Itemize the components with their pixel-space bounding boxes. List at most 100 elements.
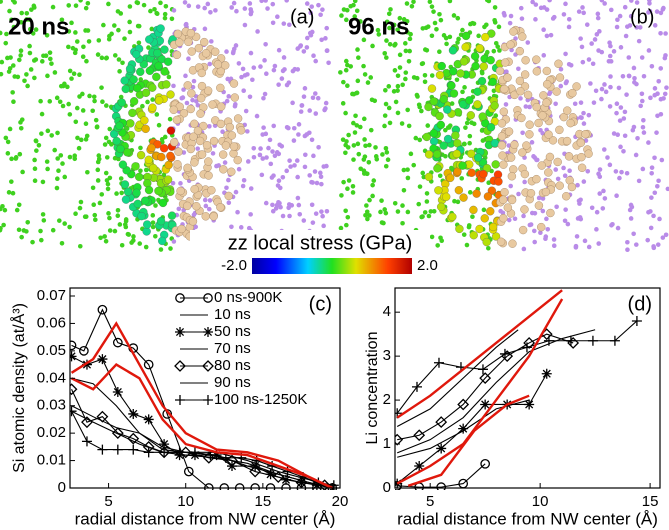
li-atom [659, 157, 665, 163]
li-atom [403, 48, 409, 54]
li-atom [304, 45, 310, 50]
li-atom [112, 23, 117, 28]
li-atom [162, 15, 168, 21]
li-atom [579, 115, 584, 121]
li-atom [566, 16, 572, 22]
li-atom [371, 178, 377, 183]
li-atom [47, 99, 53, 104]
si-atom [424, 102, 433, 112]
si-atom [446, 173, 455, 183]
li-atom [555, 176, 561, 182]
li-atom [479, 128, 485, 133]
x-tick-label: 15 [255, 493, 272, 510]
li-atom [312, 169, 318, 174]
li-atom [348, 64, 354, 69]
li-atom [656, 178, 661, 184]
li-atom [384, 55, 389, 60]
li-atom [212, 123, 218, 128]
si-atom [141, 124, 150, 134]
li-atom [114, 191, 119, 196]
li-atom [363, 212, 368, 218]
legend-label: 100 ns-1250K [214, 391, 307, 408]
li-atom [308, 32, 314, 38]
li-atom [595, 11, 601, 17]
li-atom [521, 213, 526, 219]
si-atom [170, 138, 179, 147]
li-atom [350, 183, 356, 189]
li-atom [27, 43, 32, 49]
li-atom [276, 47, 282, 53]
li-atom [355, 47, 360, 52]
li-atom [651, 213, 656, 219]
li-atom [504, 69, 509, 75]
si-atom [145, 35, 154, 44]
li-atom [207, 124, 212, 129]
marker [436, 482, 447, 490]
li-atom [602, 82, 607, 87]
li-atom [363, 143, 368, 149]
li-atom [393, 99, 399, 105]
si-atom [172, 115, 182, 125]
li-atom [422, 79, 428, 85]
li-atom [83, 28, 88, 33]
li-atom [143, 167, 149, 173]
li-atom [72, 153, 78, 159]
li-atom [344, 139, 349, 144]
li-atom [343, 142, 348, 148]
si-atom [475, 224, 484, 234]
li-atom [627, 23, 633, 28]
li-atom [346, 178, 352, 183]
li-atom [59, 17, 65, 23]
li-atom [655, 91, 660, 97]
si-atom [435, 111, 444, 121]
li-atom [384, 19, 390, 25]
y-tick-label: 3 [383, 347, 391, 364]
li-atom [593, 88, 599, 94]
colorbar-tick: -2.0 [221, 257, 247, 274]
si-atom [166, 151, 175, 161]
li-atom [206, 206, 212, 212]
li-atom [395, 83, 401, 89]
li-atom [397, 15, 403, 21]
si-atom [152, 72, 161, 82]
li-atom [599, 96, 604, 102]
li-atom [143, 244, 149, 250]
li-atom [96, 38, 102, 43]
marker [81, 436, 92, 447]
si-atom [481, 33, 490, 42]
li-atom [435, 243, 440, 248]
li-atom [272, 63, 278, 69]
li-atom [242, 22, 248, 28]
li-atom [31, 3, 37, 9]
series-line [397, 463, 486, 488]
li-atom [501, 10, 507, 16]
li-atom [202, 5, 207, 11]
si-atom [186, 144, 196, 154]
li-atom [383, 87, 388, 93]
marker [436, 443, 447, 454]
li-atom [270, 202, 275, 208]
si-atom [491, 160, 500, 169]
li-atom [341, 179, 346, 185]
li-atom [425, 123, 431, 128]
li-atom [411, 0, 416, 5]
si-atom [532, 55, 541, 64]
li-atom [467, 190, 473, 195]
li-atom [106, 1, 111, 7]
li-atom [62, 221, 67, 226]
y-tick-label: 1 [383, 435, 391, 452]
si-atom [209, 136, 219, 146]
si-atom [566, 118, 575, 128]
li-atom [658, 30, 663, 36]
li-atom [16, 227, 22, 233]
si-atom [427, 84, 437, 93]
li-atom [72, 50, 78, 56]
li-atom [1, 222, 6, 228]
li-atom [362, 72, 368, 77]
li-atom [508, 183, 514, 189]
li-atom [576, 9, 582, 14]
li-atom [558, 66, 564, 72]
li-atom [307, 130, 312, 136]
li-atom [385, 157, 391, 163]
si-atom [552, 87, 561, 96]
